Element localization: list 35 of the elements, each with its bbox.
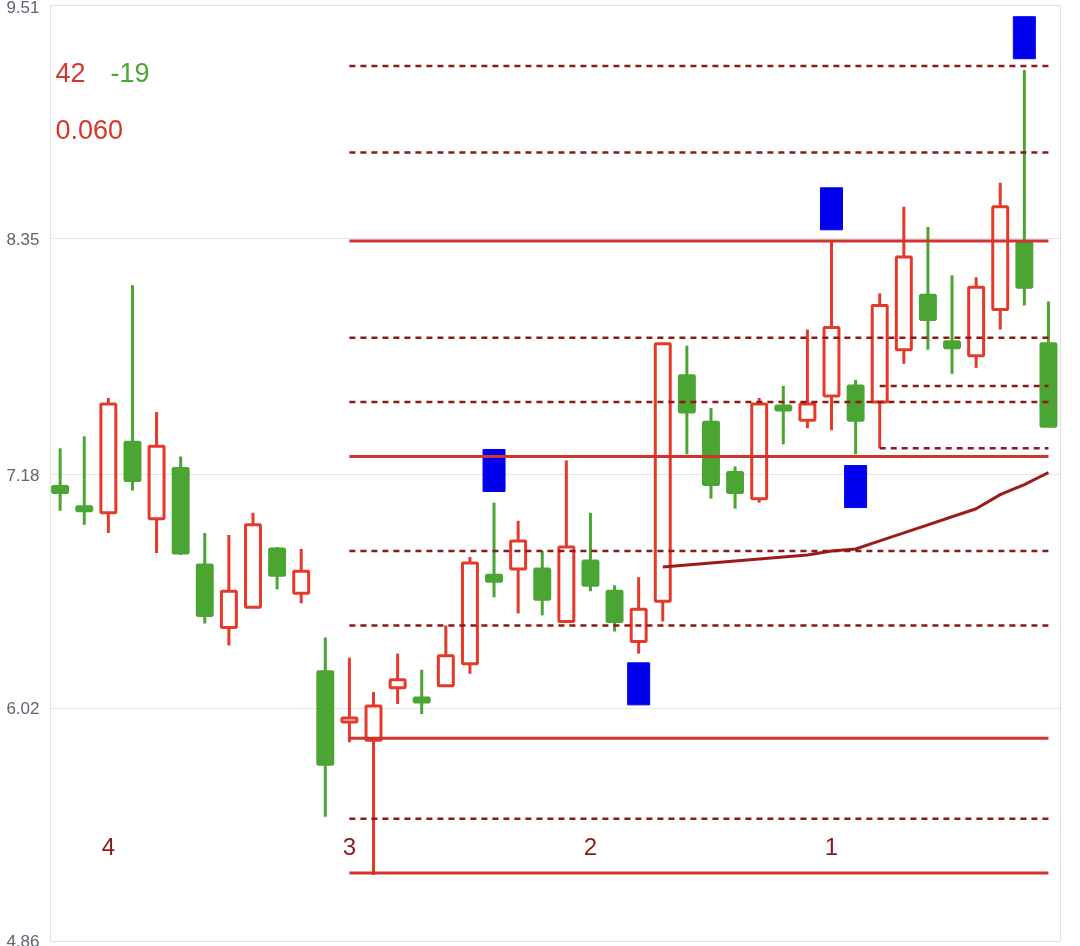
candlestick (702, 408, 720, 499)
candlestick (147, 412, 166, 554)
annotation: 42 (55, 57, 86, 88)
candlestick (123, 285, 142, 491)
annotation: 2 (583, 833, 598, 860)
candlestick (219, 534, 238, 646)
candlestick (509, 519, 528, 614)
candlestick (1015, 69, 1034, 306)
candlestick (316, 637, 335, 817)
y-tick-label: 7.18 (6, 465, 40, 485)
candlestick (51, 448, 70, 511)
y-tick-label: 6.02 (6, 699, 40, 718)
y-tick-label: 9.51 (6, 0, 40, 17)
candlestick (629, 577, 648, 654)
candlestick (677, 345, 696, 455)
candlestick (388, 653, 407, 704)
candlestick (340, 657, 359, 744)
annotation: 4 (101, 833, 116, 860)
annotation: 3 (342, 833, 357, 860)
annotation: -19 (110, 57, 150, 88)
annotation: 0.060 (55, 114, 124, 145)
candlestick (943, 275, 961, 374)
candlestick (967, 277, 986, 368)
candlestick (870, 293, 889, 449)
candlestick (894, 205, 913, 364)
candlestick (991, 182, 1010, 330)
candlestick (412, 668, 431, 716)
candlestick (75, 436, 94, 525)
annotation: 1 (824, 833, 839, 860)
y-tick-label: 8.35 (6, 230, 40, 249)
line-series (661, 470, 1050, 569)
candlestick (822, 241, 841, 432)
y-tick-label: 4.86 (6, 931, 40, 946)
candlestick (918, 226, 937, 350)
candlestick (774, 384, 793, 445)
